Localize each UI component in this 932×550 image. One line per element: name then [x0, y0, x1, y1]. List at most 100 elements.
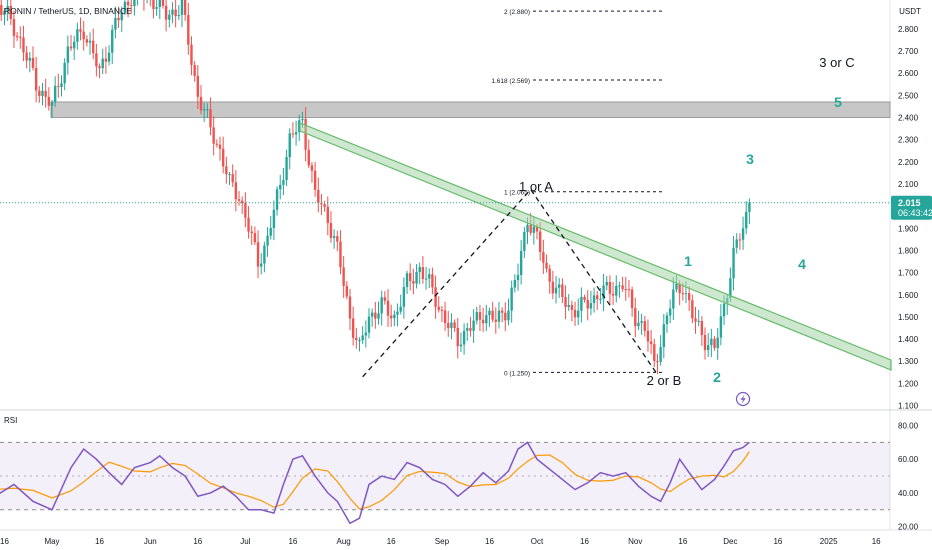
candle-body — [31, 57, 35, 68]
fib-level-label: 0 (1.250) — [504, 370, 530, 377]
fib-level-label: 2 (2.880) — [504, 9, 530, 16]
candle-body — [748, 202, 751, 212]
candle-body — [158, 0, 161, 8]
candle-body — [592, 295, 596, 304]
time-tick-label: Oct — [531, 537, 544, 546]
price-tick-label: 1.500 — [898, 313, 919, 322]
fibonacci-levels[interactable]: 2 (2.880) 1.618 (2.569) 1 (2.065) 0 (1.250) — [491, 9, 662, 377]
price-tick-label: 1.600 — [898, 291, 919, 300]
candle-body — [580, 296, 583, 311]
candle-body — [88, 40, 92, 43]
price-axis[interactable]: 2.800 2.700 2.600 2.500 2.400 2.300 2.200 2.100… — [898, 25, 919, 411]
candle-body — [348, 296, 352, 319]
candle-body — [241, 200, 244, 204]
symbol-title[interactable]: RONIN / TetherUS, 1D, BINANCE — [4, 6, 132, 16]
candle-body — [738, 239, 742, 241]
price-tick-label: 1.900 — [898, 224, 919, 233]
candle-body — [279, 184, 282, 190]
candle-body — [741, 228, 745, 240]
candle-body — [558, 284, 561, 288]
candle-body — [497, 310, 501, 322]
candle-body — [472, 320, 475, 331]
candle-body — [500, 310, 504, 313]
currency-label[interactable]: USDT — [899, 7, 921, 16]
last-price-tag-bg — [891, 195, 932, 220]
candle-body — [336, 236, 339, 242]
candle-body — [659, 347, 662, 362]
resistance-zone[interactable] — [50, 101, 891, 118]
price-tick-label: 2.500 — [898, 91, 919, 100]
price-tick-label: 1.400 — [898, 335, 919, 344]
candle-body — [510, 287, 513, 311]
candle-body — [50, 101, 54, 106]
candle-body — [256, 242, 260, 267]
candle-body — [570, 304, 574, 310]
candle-body — [456, 327, 459, 347]
time-tick-label: May — [44, 537, 59, 546]
candle-body — [332, 236, 336, 238]
candle-body — [561, 284, 564, 298]
candle-body — [697, 320, 700, 322]
candle-body — [206, 109, 209, 111]
rsi-axis[interactable]: 80.00 60.00 40.00 20.00 — [898, 421, 919, 531]
candle-body — [168, 14, 171, 20]
candle-body — [409, 273, 412, 282]
lightning-icon[interactable] — [735, 391, 751, 407]
time-tick-label: Jun — [144, 537, 157, 546]
candle-body — [462, 330, 466, 345]
candle-body — [523, 231, 526, 251]
candle-body — [621, 285, 624, 290]
candle-body — [66, 46, 70, 63]
candle-body — [282, 180, 285, 185]
last-price-value: 2.015 — [898, 198, 921, 208]
candle-body — [234, 182, 238, 200]
candle-body — [199, 96, 203, 111]
candle-body — [323, 204, 326, 207]
candle-body — [221, 148, 225, 167]
candle-body — [177, 14, 180, 17]
candle-body — [12, 19, 16, 36]
rsi-line — [0, 441, 750, 525]
candle-body — [526, 224, 529, 232]
wave-count-path[interactable] — [362, 188, 659, 378]
candle-body — [44, 90, 47, 97]
candlestick-series — [0, 0, 751, 375]
candle-body — [263, 245, 266, 264]
candle-body — [288, 133, 291, 158]
candle-body — [668, 308, 672, 316]
candle-body — [231, 174, 234, 183]
candle-body — [428, 274, 431, 279]
candle-body — [640, 321, 643, 323]
candle-body — [85, 39, 89, 43]
candle-body — [586, 299, 589, 309]
time-tick-label: Aug — [337, 537, 351, 546]
candle-body — [196, 75, 200, 97]
candle-body — [380, 297, 383, 314]
time-tick-label: 16 — [193, 537, 202, 546]
time-axis[interactable]: 16 May 16 Jun 16 Jul 16 Aug 16 Sep 16 Oct 16 Nov 16 Dec… — [0, 537, 881, 546]
bar-countdown: 06:43:42 — [898, 208, 932, 218]
rsi-title[interactable]: RSI — [4, 416, 17, 425]
price-tick-label: 2.800 — [898, 25, 919, 34]
candle-body — [389, 315, 393, 319]
price-tick-label: 2.700 — [898, 47, 919, 56]
candle-body — [133, 0, 136, 7]
candle-body — [421, 267, 425, 279]
candle-body — [111, 29, 114, 53]
candle-body — [123, 1, 127, 13]
candle-body — [443, 310, 447, 324]
candle-body — [418, 267, 421, 273]
candle-body — [285, 157, 288, 181]
candle-body — [608, 281, 612, 294]
candle-body — [374, 312, 377, 319]
candle-body — [370, 312, 374, 317]
descending-trendline[interactable] — [299, 122, 892, 371]
candle-body — [396, 311, 399, 315]
candle-body — [183, 0, 187, 15]
candle-body — [424, 278, 428, 280]
candle-body — [447, 323, 450, 329]
price-tick-label: 2.300 — [898, 136, 919, 145]
price-tick-label: 1.100 — [898, 402, 919, 411]
candle-body — [6, 5, 9, 11]
